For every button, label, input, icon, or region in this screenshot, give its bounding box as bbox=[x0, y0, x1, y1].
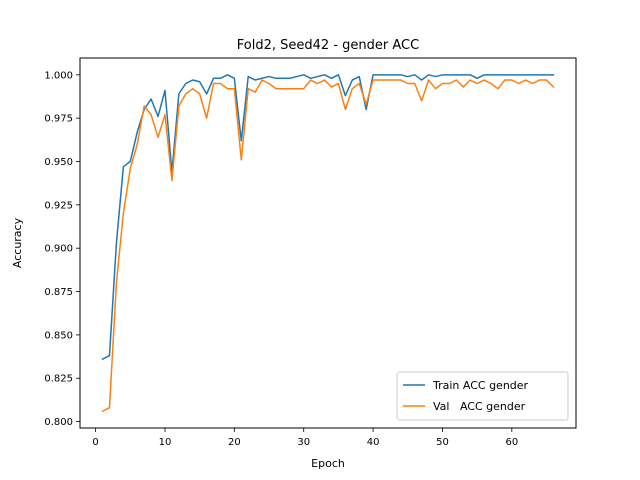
y-axis: 0.800 0.825 0.850 0.875 0.900 0.925 0.950 0.975… bbox=[44, 70, 80, 428]
y-tick-label: 0.825 bbox=[44, 374, 73, 385]
legend-label-2: Val ACC gender bbox=[433, 400, 526, 413]
series-line-1 bbox=[101, 74, 555, 361]
y-tick-label: 0.975 bbox=[44, 114, 73, 125]
series-line-2 bbox=[101, 79, 555, 413]
x-tick-label: 20 bbox=[228, 437, 241, 448]
x-tick-label: 40 bbox=[367, 437, 380, 448]
chart-title: Fold2, Seed42 - gender ACC bbox=[237, 38, 419, 53]
y-axis-label: Accuracy bbox=[11, 217, 24, 268]
x-tick-label: 30 bbox=[297, 437, 310, 448]
y-tick-label: 0.875 bbox=[44, 287, 73, 298]
x-axis-label: Epoch bbox=[311, 457, 345, 470]
legend-box bbox=[396, 371, 569, 421]
y-tick-label: 0.925 bbox=[44, 200, 73, 211]
y-tick-label: 1.000 bbox=[44, 70, 73, 81]
x-axis: 0 10 20 30 40 50 60 bbox=[92, 428, 518, 448]
x-tick-label: 50 bbox=[436, 437, 449, 448]
y-tick-label: 0.800 bbox=[44, 417, 73, 428]
series-layer bbox=[101, 74, 555, 413]
x-tick-label: 60 bbox=[505, 437, 518, 448]
plot-frame bbox=[79, 57, 577, 429]
x-tick-label: 0 bbox=[92, 437, 98, 448]
legend-label-1: Train ACC gender bbox=[432, 379, 529, 392]
y-tick-label: 0.950 bbox=[44, 157, 73, 168]
y-tick-label: 0.850 bbox=[44, 330, 73, 341]
y-tick-label: 0.900 bbox=[44, 244, 73, 255]
legend: Train ACC gender Val ACC gender bbox=[396, 371, 569, 421]
x-tick-label: 10 bbox=[159, 437, 172, 448]
